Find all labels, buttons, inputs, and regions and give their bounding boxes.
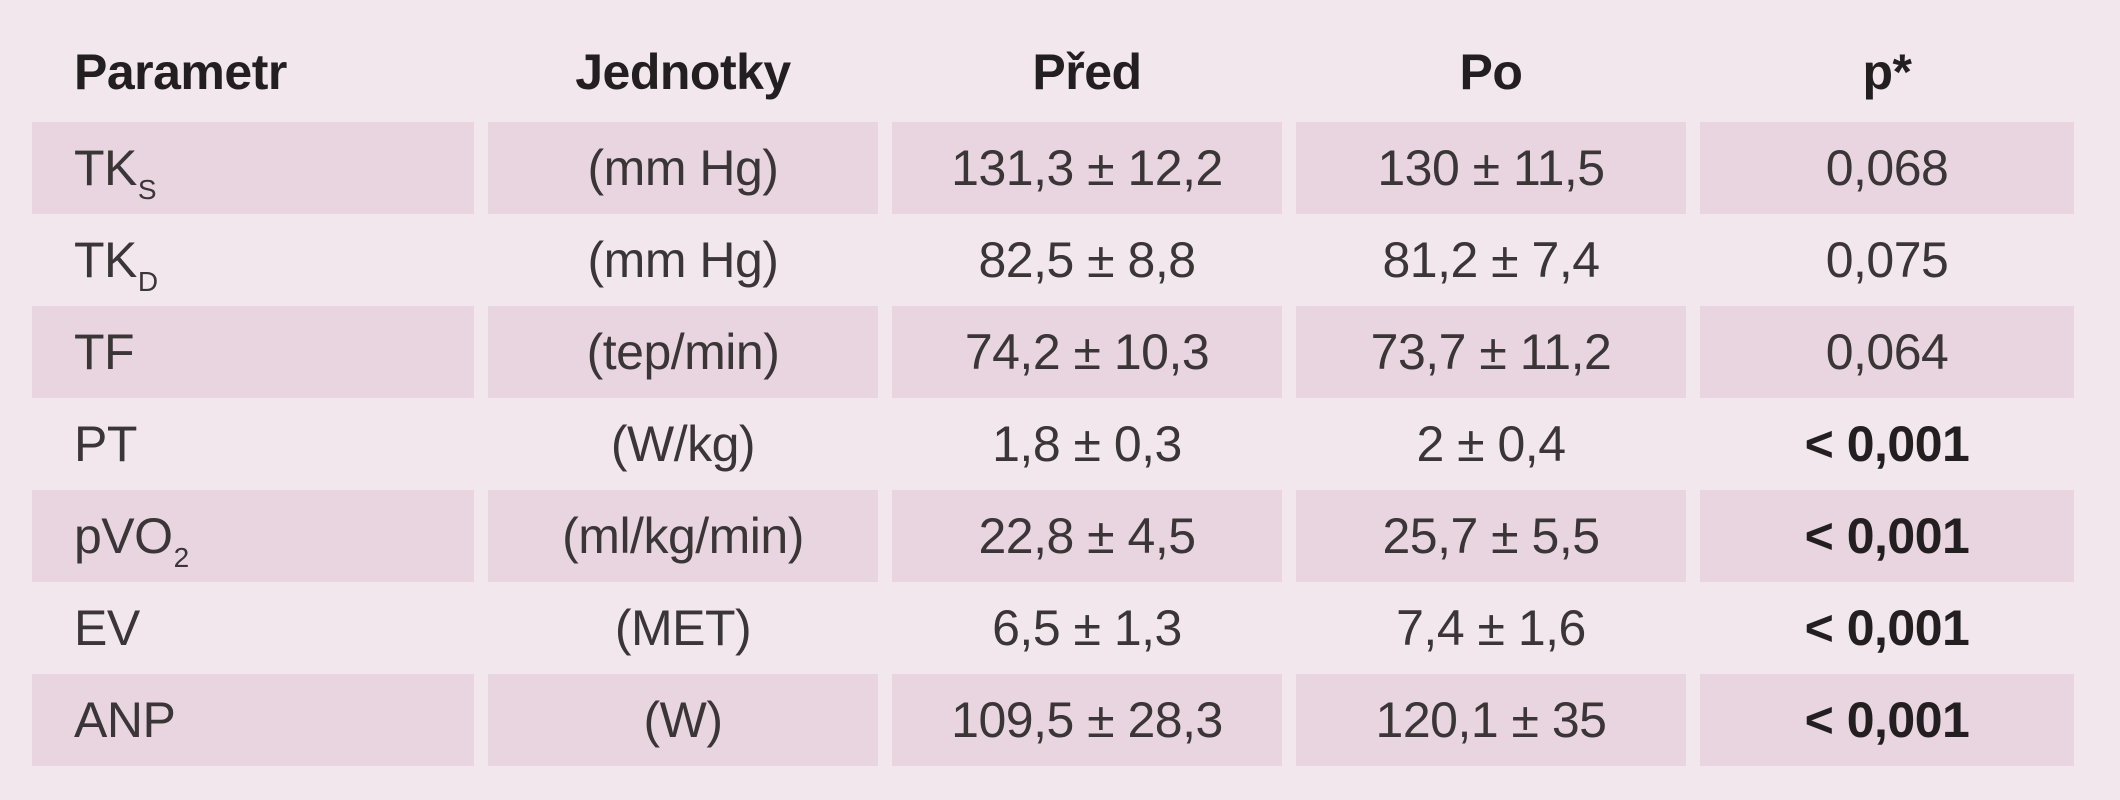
header-jednotky: Jednotky xyxy=(575,44,791,100)
param-cell: EV xyxy=(32,582,474,674)
table-row: TK S (mm Hg) 131,3 ± 12,2 130 ± 11,5 0,068 xyxy=(32,122,2074,214)
p-value-cell: 0,075 xyxy=(1825,232,1949,288)
param-name: ANP xyxy=(74,692,176,748)
param-name: TK xyxy=(74,140,137,196)
unit-cell: (W/kg) xyxy=(610,416,756,472)
pred-cell: 1,8 ± 0,3 xyxy=(992,416,1182,472)
p-value-cell: 0,064 xyxy=(1700,306,2074,398)
header-pred: Před xyxy=(1032,44,1142,100)
pred-cell: 6,5 ± 1,3 xyxy=(992,600,1182,656)
unit-cell: (mm Hg) xyxy=(488,122,878,214)
pred-cell: 109,5 ± 28,3 xyxy=(892,674,1282,766)
param-subscript: D xyxy=(137,266,158,297)
param-cell: PT xyxy=(32,398,474,490)
p-value-cell: < 0,001 xyxy=(1700,674,2074,766)
table-row: pVO 2 (ml/kg/min) 22,8 ± 4,5 25,7 ± 5,5 < 0,0… xyxy=(32,490,2074,582)
param-cell: TK D xyxy=(32,214,474,306)
pred-cell: 74,2 ± 10,3 xyxy=(892,306,1282,398)
param-cell: ANP xyxy=(32,674,474,766)
header-po: Po xyxy=(1459,44,1523,100)
header-p: p* xyxy=(1862,44,1913,100)
pred-cell: 22,8 ± 4,5 xyxy=(892,490,1282,582)
results-table: Parametr Jednotky Před Po p* TK S (mm Hg) 1… xyxy=(32,28,2074,766)
table-row: TF (tep/min) 74,2 ± 10,3 73,7 ± 11,2 0,064 xyxy=(32,306,2074,398)
table-header-row: Parametr Jednotky Před Po p* xyxy=(32,28,2074,116)
param-name: EV xyxy=(74,600,140,656)
param-cell: TF xyxy=(32,306,474,398)
po-cell: 130 ± 11,5 xyxy=(1296,122,1686,214)
po-cell: 73,7 ± 11,2 xyxy=(1296,306,1686,398)
unit-cell: (MET) xyxy=(614,600,752,656)
table-row: PT (W/kg) 1,8 ± 0,3 2 ± 0,4 < 0,001 xyxy=(32,398,2074,490)
pred-cell: 131,3 ± 12,2 xyxy=(892,122,1282,214)
pred-cell: 82,5 ± 8,8 xyxy=(978,232,1196,288)
p-value-cell: < 0,001 xyxy=(1804,600,1970,656)
unit-cell: (W) xyxy=(488,674,878,766)
unit-cell: (mm Hg) xyxy=(587,232,779,288)
po-cell: 120,1 ± 35 xyxy=(1296,674,1686,766)
param-name: pVO xyxy=(74,508,173,564)
param-subscript: 2 xyxy=(173,542,190,573)
po-cell: 81,2 ± 7,4 xyxy=(1382,232,1600,288)
table-row: TK D (mm Hg) 82,5 ± 8,8 81,2 ± 7,4 0,075 xyxy=(32,214,2074,306)
po-cell: 7,4 ± 1,6 xyxy=(1396,600,1586,656)
param-subscript: S xyxy=(137,174,157,205)
po-cell: 25,7 ± 5,5 xyxy=(1296,490,1686,582)
param-name: TK xyxy=(74,232,137,288)
table-row: ANP (W) 109,5 ± 28,3 120,1 ± 35 < 0,001 xyxy=(32,674,2074,766)
unit-cell: (ml/kg/min) xyxy=(488,490,878,582)
table-row: EV (MET) 6,5 ± 1,3 7,4 ± 1,6 < 0,001 xyxy=(32,582,2074,674)
p-value-cell: < 0,001 xyxy=(1700,490,2074,582)
unit-cell: (tep/min) xyxy=(488,306,878,398)
p-value-cell: < 0,001 xyxy=(1804,416,1970,472)
table-body: TK S (mm Hg) 131,3 ± 12,2 130 ± 11,5 0,068 TK D… xyxy=(32,122,2074,766)
header-parametr: Parametr xyxy=(74,44,287,100)
param-cell: TK S xyxy=(32,122,474,214)
param-name: PT xyxy=(74,416,137,472)
p-value-cell: 0,068 xyxy=(1700,122,2074,214)
po-cell: 2 ± 0,4 xyxy=(1416,416,1566,472)
param-cell: pVO 2 xyxy=(32,490,474,582)
param-name: TF xyxy=(74,324,135,380)
